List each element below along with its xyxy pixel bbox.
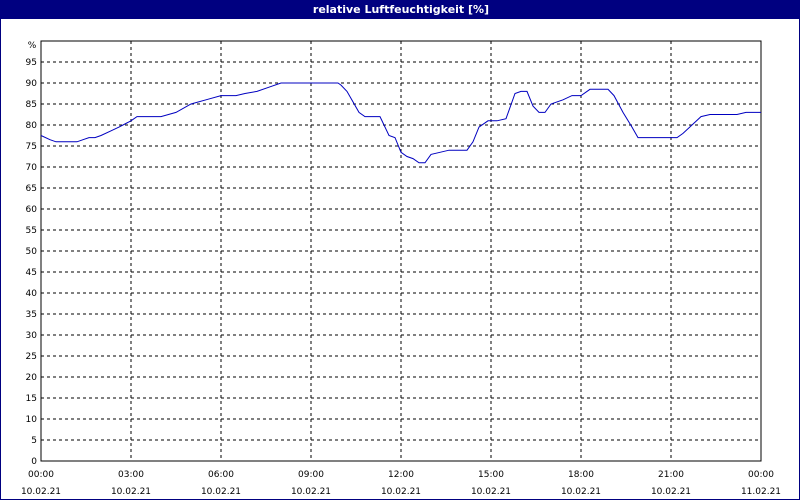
grid-lines [41, 41, 761, 461]
y-tick-label: 65 [26, 184, 37, 194]
y-tick-label: 55 [26, 226, 37, 236]
x-tick-date-label: 10.02.21 [471, 487, 511, 497]
x-tick-time-label: 06:00 [208, 470, 234, 480]
x-tick-date-label: 10.02.21 [201, 487, 241, 497]
y-axis-unit-label: % [28, 41, 37, 51]
x-tick-date-label: 10.02.21 [291, 487, 331, 497]
y-tick-label: 85 [26, 100, 37, 110]
y-tick-label: 35 [26, 310, 37, 320]
y-tick-label: 60 [26, 205, 38, 215]
humidity-series-line [40, 82, 761, 164]
x-tick-time-label: 00:00 [28, 470, 54, 480]
y-axis-labels: 0 5 10 15 20 25 30 35 40 45 50 55 60 65 70 75 80 85 90 95 [26, 58, 38, 467]
y-tick-label: 40 [26, 289, 38, 299]
y-tick-label: 0 [31, 457, 37, 467]
y-tick-label: 20 [26, 373, 38, 383]
y-tick-label: 50 [26, 247, 38, 257]
y-tick-label: 5 [31, 436, 37, 446]
x-axis-labels: 00:00 10.02.21 03:00 10.02.21 06:00 10.02.21 0… [21, 470, 781, 497]
x-tick-date-label: 10.02.21 [651, 487, 691, 497]
y-tick-label: 95 [26, 58, 37, 68]
y-tick-label: 80 [26, 121, 38, 131]
x-tick-time-label: 09:00 [298, 470, 324, 480]
x-tick-date-label: 10.02.21 [21, 487, 61, 497]
y-tick-label: 15 [26, 394, 37, 404]
y-tick-label: 75 [26, 142, 37, 152]
x-tick-time-label: 18:00 [568, 470, 594, 480]
x-tick-date-label: 10.02.21 [561, 487, 601, 497]
y-tick-label: 10 [26, 415, 38, 425]
x-tick-date-label: 10.02.21 [381, 487, 421, 497]
y-tick-label: 25 [26, 352, 37, 362]
y-tick-label: 90 [26, 79, 38, 89]
y-tick-label: 70 [26, 163, 38, 173]
x-tick-time-label: 15:00 [478, 470, 504, 480]
x-tick-time-label: 00:00 [748, 470, 774, 480]
y-tick-label: 45 [26, 268, 37, 278]
x-tick-date-label: 11.02.21 [741, 487, 781, 497]
x-tick-date-label: 10.02.21 [111, 487, 151, 497]
x-tick-time-label: 21:00 [658, 470, 684, 480]
x-tick-time-label: 12:00 [388, 470, 414, 480]
x-tick-time-label: 03:00 [118, 470, 144, 480]
chart-title: relative Luftfeuchtigkeit [%] [1, 1, 800, 19]
y-tick-label: 30 [26, 331, 38, 341]
